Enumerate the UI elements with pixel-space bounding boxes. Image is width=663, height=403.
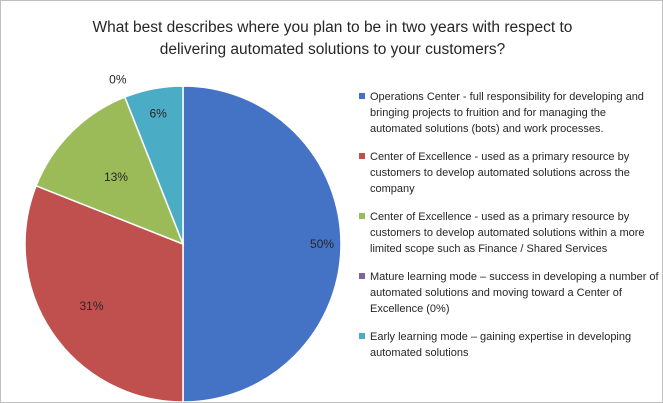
pie-slice-2 bbox=[35, 96, 185, 246]
legend-item-4: Early learning mode – gaining expertise … bbox=[359, 329, 659, 361]
legend-swatch-1 bbox=[359, 153, 365, 159]
legend-swatch-4 bbox=[359, 333, 365, 339]
pie-slice-1 bbox=[24, 184, 184, 402]
legend-item-0: Operations Center - full responsibility … bbox=[359, 89, 659, 137]
chart-title: What best describes where you plan to be… bbox=[21, 17, 644, 61]
legend-item-3: Mature learning mode – success in develo… bbox=[359, 269, 659, 317]
data-label-1: 31% bbox=[80, 299, 104, 313]
data-label-0: 50% bbox=[310, 237, 334, 251]
legend-label-2: Center of Excellence - used as a primary… bbox=[370, 211, 645, 255]
legend-swatch-3 bbox=[359, 273, 365, 279]
chart-title-line-2: delivering automated solutions to your c… bbox=[159, 41, 506, 58]
legend-label-4: Early learning mode – gaining expertise … bbox=[370, 331, 632, 359]
legend-item-2: Center of Excellence - used as a primary… bbox=[359, 209, 659, 257]
legend-label-0: Operations Center - full responsibility … bbox=[370, 91, 644, 135]
chart-title-line-1: What best describes where you plan to be… bbox=[92, 19, 573, 36]
legend-swatch-2 bbox=[359, 213, 365, 219]
pie-slice-0 bbox=[182, 85, 342, 402]
legend-item-1: Center of Excellence - used as a primary… bbox=[359, 149, 659, 197]
legend: Operations Center - full responsibility … bbox=[359, 89, 659, 373]
legend-swatch-0 bbox=[359, 93, 365, 99]
data-label-3: 0% bbox=[109, 72, 127, 86]
legend-label-3: Mature learning mode – success in develo… bbox=[370, 271, 659, 315]
data-label-4: 6% bbox=[149, 107, 167, 121]
pie-slice-4 bbox=[123, 85, 184, 245]
legend-label-1: Center of Excellence - used as a primary… bbox=[370, 151, 630, 195]
data-label-2: 13% bbox=[104, 170, 128, 184]
